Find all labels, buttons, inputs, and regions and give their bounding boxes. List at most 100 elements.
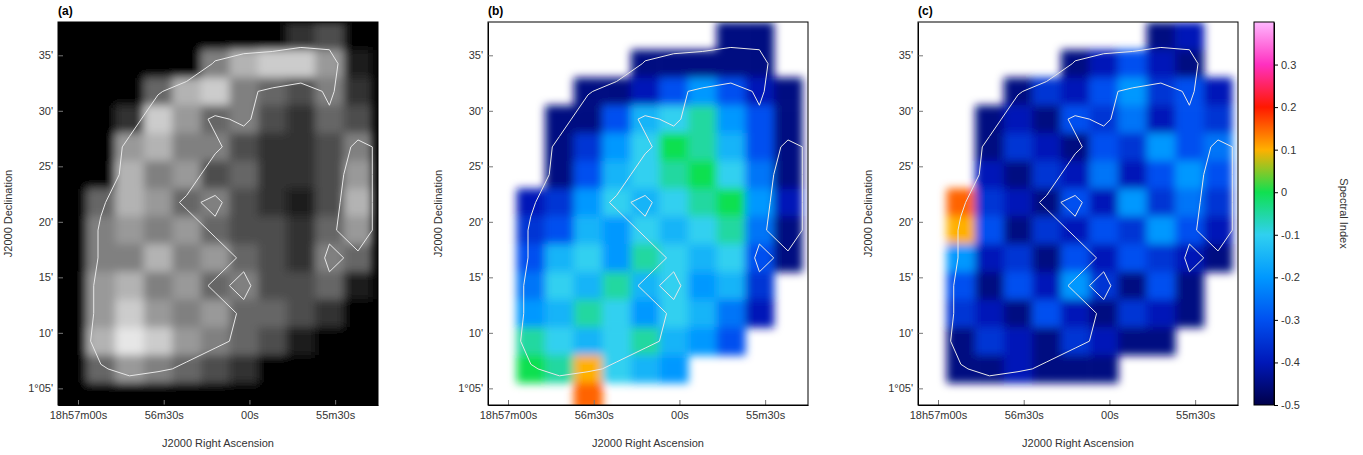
cell — [344, 78, 373, 106]
cell — [344, 272, 373, 300]
cell — [1175, 161, 1204, 189]
x-axis: 18h57m00s56m30s00s55m30s — [910, 400, 1239, 421]
cell — [287, 161, 316, 189]
cell — [229, 189, 258, 217]
cell — [717, 22, 746, 50]
cell — [1061, 50, 1090, 78]
cell — [115, 216, 144, 244]
cell — [517, 216, 546, 244]
cell — [344, 216, 373, 244]
cell — [144, 300, 173, 328]
cell — [315, 383, 344, 405]
y-tick-mark — [488, 388, 493, 389]
cell — [58, 216, 87, 244]
cell — [1004, 133, 1033, 161]
cell — [144, 22, 173, 50]
cell — [58, 327, 87, 355]
cell — [258, 105, 287, 133]
cell — [659, 189, 688, 217]
cell — [717, 300, 746, 328]
y-tick: 25' — [899, 160, 923, 172]
cell — [258, 133, 287, 161]
cell — [717, 50, 746, 78]
cell — [1118, 161, 1147, 189]
cell — [287, 244, 316, 272]
cell — [602, 189, 631, 217]
x-tick-label: 55m30s — [746, 409, 786, 421]
plot-area — [488, 22, 808, 405]
cell — [717, 189, 746, 217]
x-tick-label: 00s — [1101, 409, 1119, 421]
contours — [91, 47, 373, 375]
cell — [58, 189, 87, 217]
cell — [975, 355, 1004, 383]
colorbar-tick-label: -0.4 — [1281, 356, 1300, 368]
cell — [1061, 161, 1090, 189]
x-tick-mark — [1109, 400, 1110, 405]
y-tick-mark — [488, 277, 493, 278]
cell — [745, 161, 774, 189]
cell — [659, 133, 688, 161]
colorbar-tick-label: 0.3 — [1281, 59, 1296, 71]
plot-background — [58, 22, 378, 405]
cell — [144, 272, 173, 300]
cell — [688, 189, 717, 217]
cell — [58, 300, 87, 328]
cell — [1061, 216, 1090, 244]
cell — [144, 189, 173, 217]
plot-frame — [58, 22, 378, 405]
cell — [229, 244, 258, 272]
cell — [1089, 133, 1118, 161]
cell — [745, 244, 774, 272]
cell — [659, 78, 688, 106]
cell — [745, 300, 774, 328]
cell — [201, 216, 230, 244]
cell — [1175, 244, 1204, 272]
cell — [717, 161, 746, 189]
cell — [1032, 355, 1061, 383]
y-tick: 35' — [899, 49, 923, 61]
cell — [975, 272, 1004, 300]
cell — [1204, 161, 1233, 189]
cell — [1204, 189, 1233, 217]
cell — [545, 216, 574, 244]
cell — [229, 105, 258, 133]
plot-frame — [918, 22, 1238, 405]
cell — [258, 50, 287, 78]
cells — [517, 22, 803, 405]
cell — [659, 355, 688, 383]
cell — [975, 216, 1004, 244]
cell — [144, 383, 173, 405]
cell — [975, 300, 1004, 328]
colorbar-tick-mark — [1274, 192, 1278, 193]
cell — [287, 78, 316, 106]
cell — [1118, 50, 1147, 78]
x-tick-mark — [78, 400, 79, 405]
cell — [1147, 22, 1176, 50]
cell — [975, 244, 1004, 272]
y-tick-label: 20' — [39, 216, 53, 228]
colorbar-tick: -0.3 — [1274, 314, 1300, 326]
colorbar-tick-mark — [1274, 277, 1278, 278]
y-tick: 10' — [469, 327, 493, 339]
colorbar-tick-mark — [1274, 362, 1278, 363]
cell — [1032, 327, 1061, 355]
x-tick: 56m30s — [1005, 400, 1045, 421]
cell — [1089, 244, 1118, 272]
cell — [659, 272, 688, 300]
cell — [688, 133, 717, 161]
x-tick-label: 56m30s — [145, 409, 185, 421]
cell — [229, 78, 258, 106]
y-axis-title: J2000 Declination — [2, 170, 14, 257]
y-tick-label: 30' — [39, 105, 53, 117]
cell — [631, 272, 660, 300]
cell — [58, 105, 87, 133]
cell — [287, 272, 316, 300]
cell — [58, 133, 87, 161]
cell — [1061, 189, 1090, 217]
y-tick-mark — [488, 333, 493, 334]
y-tick: 25' — [469, 160, 493, 172]
cell — [172, 383, 201, 405]
cell — [144, 161, 173, 189]
cell — [115, 383, 144, 405]
